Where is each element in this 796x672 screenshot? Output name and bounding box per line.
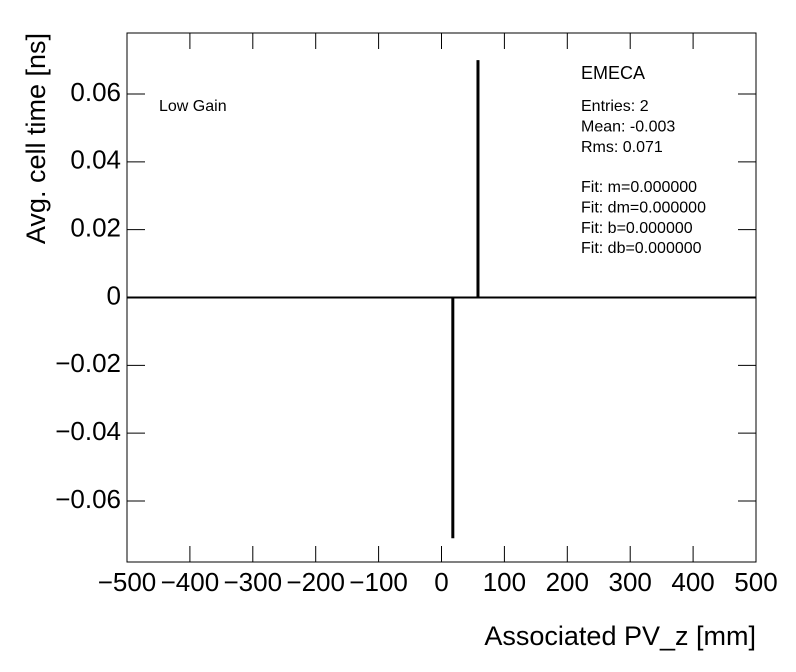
fit-line: Fit: db=0.000000 — [581, 240, 702, 257]
y-tick-label: 0 — [107, 280, 121, 310]
x-tick-label: −200 — [286, 567, 345, 597]
x-tick-label: 200 — [546, 567, 589, 597]
y-tick-label: −0.02 — [55, 348, 121, 378]
x-tick-label: 500 — [734, 567, 777, 597]
x-tick-label: 0 — [434, 567, 448, 597]
fit-line: Fit: b=0.000000 — [581, 220, 693, 237]
x-tick-label: 300 — [609, 567, 652, 597]
x-axis-title: Associated PV_z [mm] — [484, 621, 756, 651]
stats-line: Mean: -0.003 — [581, 119, 675, 136]
annotation: Low Gain — [159, 98, 227, 115]
fit-line: Fit: dm=0.000000 — [581, 200, 706, 217]
y-tick-label: −0.04 — [55, 416, 121, 446]
y-axis-title: Avg. cell time [ns] — [21, 33, 51, 244]
x-tick-label: −100 — [349, 567, 408, 597]
x-tick-label: −300 — [224, 567, 283, 597]
fit-line: Fit: m=0.000000 — [581, 179, 697, 196]
stats-line: Entries: 2 — [581, 98, 649, 115]
y-tick-label: −0.06 — [55, 484, 121, 514]
y-tick-label: 0.02 — [70, 213, 121, 243]
x-tick-label: 400 — [671, 567, 714, 597]
x-tick-label: −400 — [161, 567, 220, 597]
x-tick-label: 100 — [483, 567, 526, 597]
y-tick-label: 0.04 — [70, 145, 121, 175]
x-tick-label: −500 — [98, 567, 157, 597]
stats-title: EMECA — [581, 63, 645, 83]
stats-line: Rms: 0.071 — [581, 139, 663, 156]
y-tick-label: 0.06 — [70, 77, 121, 107]
